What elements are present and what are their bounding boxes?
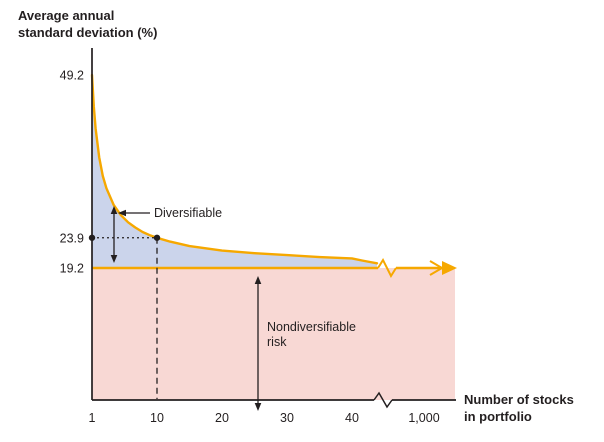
y-tick-label: 49.2 <box>60 69 84 83</box>
y-tick-label: 23.9 <box>60 231 84 245</box>
diversifiable-label: Diversifiable <box>154 206 222 220</box>
nondiversifiable-region <box>92 268 455 400</box>
risk-curve <box>90 73 379 265</box>
risk-line-arrowhead <box>442 261 457 275</box>
nondiversifiable-label-line: Nondiversifiable <box>267 320 356 334</box>
x-tick-label: 1 <box>89 411 96 425</box>
nondiversifiable-span-arrow-head <box>254 403 262 411</box>
y-axis-title-line1: Average annual <box>18 8 115 23</box>
curve-point-marker <box>153 234 161 241</box>
y-axis-title: Average annual standard deviation (%) <box>18 8 157 42</box>
x-axis-title-line2: in portfolio <box>464 408 532 424</box>
x-tick-label: 10 <box>150 411 164 425</box>
diversifiable-pointer-arrow-head <box>118 209 126 217</box>
x-tick-label: 40 <box>345 411 359 425</box>
risk-line-break-zigzag <box>377 257 397 279</box>
x-tick-label: 30 <box>280 411 294 425</box>
diversifiable-span-arrow-head <box>110 206 118 214</box>
x-axis-title-line1: Number of stocks <box>464 392 574 407</box>
x-tick-label: 20 <box>215 411 229 425</box>
x-tick-label: 1,000 <box>408 411 439 425</box>
nondiversifiable-span-arrow-head <box>254 276 262 284</box>
x-axis-title: Number of stocks in portfolio <box>464 392 574 426</box>
y-tick-label: 19.2 <box>60 262 84 276</box>
nondiversifiable-label-line: risk <box>267 335 287 349</box>
diversifiable-span-arrow-head <box>110 255 118 263</box>
axis-point-marker <box>88 234 96 241</box>
x-axis-break-zigzag <box>373 391 393 409</box>
y-axis-title-line2: standard deviation (%) <box>18 24 158 40</box>
diversifiable-region <box>92 75 377 268</box>
